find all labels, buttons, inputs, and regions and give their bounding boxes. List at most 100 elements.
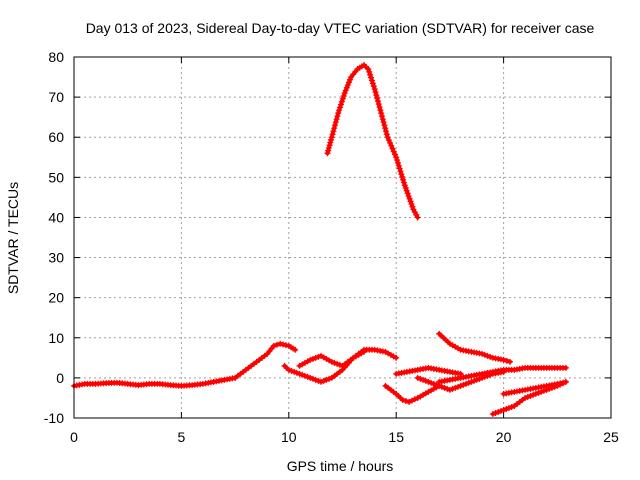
data-point — [293, 369, 300, 376]
y-tick-label: 30 — [48, 250, 64, 266]
data-point — [378, 110, 385, 117]
data-point — [320, 377, 327, 384]
data-point — [277, 340, 284, 347]
data-point — [376, 104, 383, 111]
data-point — [403, 187, 410, 194]
data-point — [399, 396, 406, 403]
data-point — [301, 372, 308, 379]
data-point — [395, 162, 402, 169]
data-point — [296, 370, 303, 377]
data-point — [334, 360, 341, 367]
data-point — [375, 101, 382, 108]
data-point — [304, 373, 311, 380]
data-point — [402, 397, 409, 404]
x-tick-label: 5 — [178, 429, 186, 445]
data-point — [417, 375, 424, 382]
data-point — [309, 355, 316, 362]
data-point — [479, 350, 486, 357]
data-point — [428, 379, 435, 386]
y-axis-label: SDTVAR / TECUs — [5, 182, 21, 294]
data-point — [336, 361, 343, 368]
data-point — [404, 190, 411, 197]
data-point — [468, 378, 475, 385]
data-point — [307, 374, 314, 381]
data-point — [337, 104, 344, 111]
series-arc-high — [324, 62, 421, 221]
data-point — [380, 119, 387, 126]
data-point — [503, 405, 510, 412]
data-point — [382, 128, 389, 135]
series-midday-band — [296, 348, 367, 369]
x-tick-label: 25 — [603, 429, 619, 445]
data-point — [399, 173, 406, 180]
data-point — [524, 393, 531, 400]
data-point — [341, 90, 348, 97]
data-point — [371, 86, 378, 93]
data-point — [331, 125, 338, 132]
data-point — [328, 136, 335, 143]
x-tick-label: 0 — [70, 429, 78, 445]
data-point — [315, 353, 322, 360]
data-point — [328, 358, 335, 365]
data-point — [338, 98, 345, 105]
data-point — [433, 381, 440, 388]
data-point — [379, 116, 386, 123]
data-point — [368, 74, 375, 81]
data-point — [385, 137, 392, 144]
data-point — [454, 383, 461, 390]
data-point — [336, 107, 343, 114]
data-point — [394, 157, 401, 164]
data-point — [378, 113, 385, 120]
y-tick-label: 0 — [56, 370, 64, 386]
data-point — [318, 378, 325, 385]
data-point — [457, 382, 464, 389]
data-point — [422, 377, 429, 384]
data-point — [332, 119, 339, 126]
data-point — [328, 134, 335, 141]
x-axis-label: GPS time / hours — [287, 458, 394, 474]
data-point — [333, 116, 340, 123]
data-point — [329, 131, 336, 138]
y-tick-label: 80 — [48, 49, 64, 65]
data-point — [414, 374, 421, 381]
data-point — [508, 403, 515, 410]
data-point — [369, 80, 376, 87]
data-point — [340, 92, 347, 99]
data-point — [373, 92, 380, 99]
data-point — [367, 71, 374, 78]
data-point — [337, 101, 344, 108]
data-point — [331, 122, 338, 129]
y-tick-label: 40 — [48, 209, 64, 225]
data-point — [280, 341, 287, 348]
data-point — [481, 351, 488, 358]
data-point — [393, 354, 400, 361]
data-point — [270, 342, 277, 349]
data-point — [334, 113, 341, 120]
data-point — [560, 379, 567, 386]
data-point — [374, 98, 381, 105]
data-point — [408, 201, 415, 208]
data-point — [408, 397, 415, 404]
data-point — [460, 381, 467, 388]
data-point — [389, 145, 396, 152]
y-tick-label: 60 — [48, 129, 64, 145]
data-point — [463, 380, 470, 387]
data-point — [397, 168, 404, 175]
data-point — [382, 125, 389, 132]
data-point — [465, 379, 472, 386]
data-point — [530, 391, 537, 398]
data-point — [383, 131, 390, 138]
data-point — [323, 376, 330, 383]
data-point — [425, 378, 432, 385]
data-point — [325, 144, 332, 151]
plot-border — [73, 56, 612, 419]
data-point — [377, 107, 384, 114]
data-point — [347, 76, 354, 83]
x-tick-label: 15 — [388, 429, 404, 445]
data-point — [441, 384, 448, 391]
data-point — [554, 380, 561, 387]
series-morning-rise — [232, 340, 299, 381]
y-tick-label: 10 — [48, 330, 64, 346]
